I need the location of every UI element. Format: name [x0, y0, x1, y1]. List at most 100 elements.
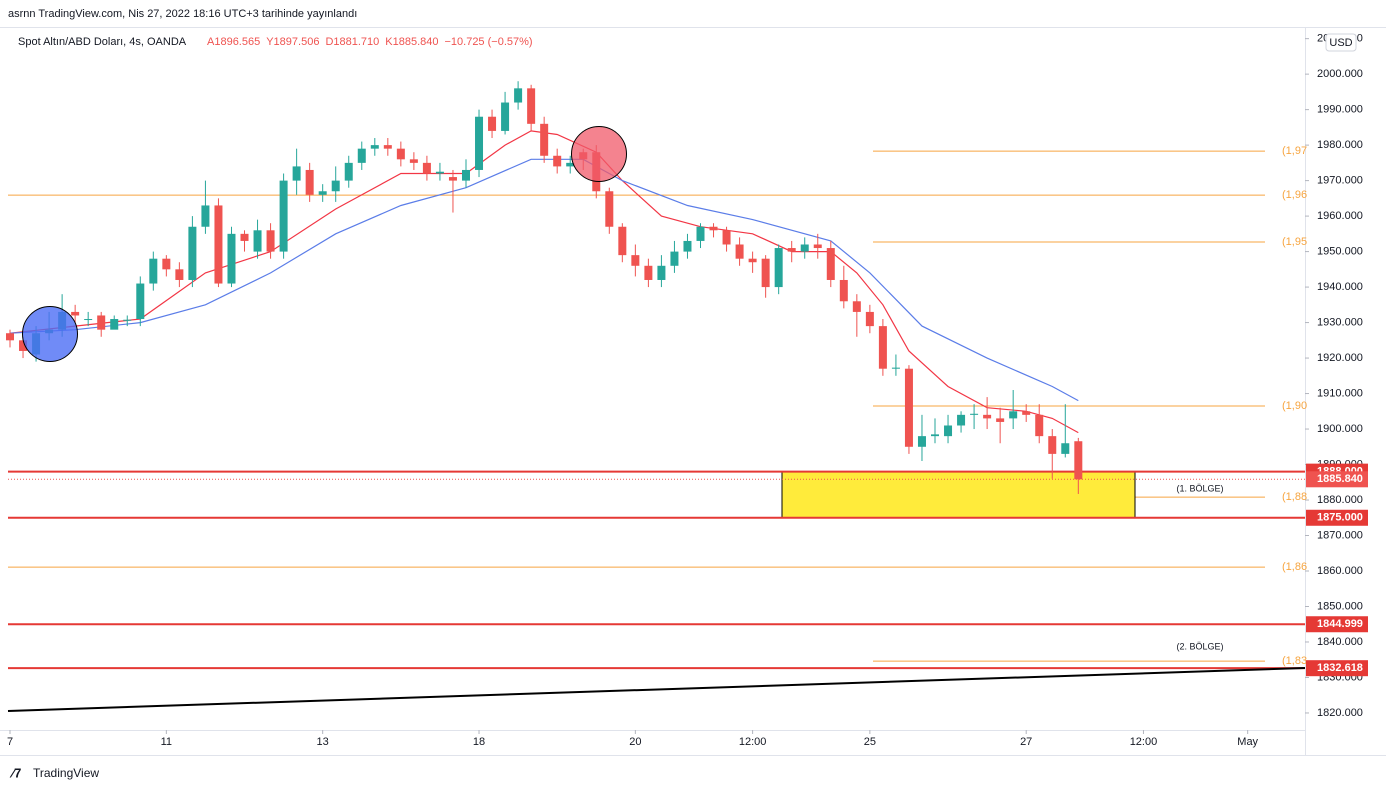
x-tick-label: May: [1237, 736, 1258, 748]
candle-body: [396, 148, 405, 160]
candle-body: [957, 414, 966, 426]
zone-label: (2. BÖLGE): [1176, 641, 1223, 651]
candle-body: [266, 230, 275, 252]
y-tick-label: 1990.000: [1317, 104, 1363, 116]
x-tick-label: 18: [473, 736, 485, 748]
candle-body: [227, 233, 236, 284]
y-tick-label: 1960.000: [1317, 210, 1363, 222]
candle-body: [944, 425, 953, 437]
candle-body: [800, 244, 809, 252]
currency-badge[interactable]: [1325, 33, 1357, 52]
candle-body: [566, 162, 575, 167]
candle-body: [540, 123, 549, 156]
candle-body: [813, 244, 822, 249]
fib-label: (1,86: [1282, 561, 1307, 573]
x-tick-label: 27: [1020, 736, 1032, 748]
trend-line: [7, 667, 1306, 712]
candle-body: [514, 88, 523, 103]
symbol-title: Spot Altın/ABD Doları, 4s, OANDA: [18, 36, 187, 48]
candle-body: [657, 265, 666, 280]
legend-value: Y1897.506: [266, 36, 319, 48]
fib-label: (1,88: [1282, 491, 1307, 503]
candle-body: [110, 319, 119, 330]
y-tick-label: 1950.000: [1317, 245, 1363, 257]
candle-body: [618, 226, 627, 256]
legend: Spot Altın/ABD Doları, 4s, OANDA A1896.5…: [18, 36, 533, 48]
candle-body: [162, 258, 171, 270]
candle-body: [253, 230, 262, 252]
level-badge: [1306, 660, 1368, 677]
level-label: 1844.999: [1317, 618, 1363, 630]
candle-body: [6, 333, 15, 341]
last-price-badge: [1306, 471, 1368, 488]
candle-body: [852, 301, 861, 312]
y-tick-label: 1860.000: [1317, 565, 1363, 577]
level-label: 1832.618: [1317, 662, 1363, 674]
level-badge: [1306, 616, 1368, 633]
y-tick-label: 1850.000: [1317, 600, 1363, 612]
currency-label[interactable]: USD: [1329, 37, 1352, 49]
candle-body: [787, 248, 796, 252]
candle-body: [970, 413, 979, 415]
candle-body: [735, 244, 744, 259]
overlay: [7, 126, 1306, 712]
candle-body: [644, 265, 653, 280]
candle-body: [917, 436, 926, 447]
y-tick-label: 1880.000: [1317, 494, 1363, 506]
candle-body: [683, 240, 692, 252]
candle-body: [488, 116, 497, 131]
candle-body: [553, 155, 562, 167]
candle-body: [501, 102, 510, 131]
brand-name: TradingView: [33, 766, 99, 780]
y-tick-label: 1820.000: [1317, 707, 1363, 719]
candle-body: [435, 171, 444, 174]
candle-body: [761, 258, 770, 288]
y-tick-label: 1900.000: [1317, 423, 1363, 435]
x-tick-label: 7: [7, 736, 13, 748]
candle-body: [1022, 411, 1031, 415]
y-tick-label: 1930.000: [1317, 316, 1363, 328]
zone-label: (1. BÖLGE): [1176, 483, 1223, 493]
price-axis: 1820.0001830.0001840.0001850.0001860.000…: [7, 33, 1368, 748]
x-tick-label: 12:00: [739, 736, 767, 748]
candle-body: [240, 233, 249, 241]
candle-body: [1048, 436, 1057, 454]
candle-body: [279, 180, 288, 252]
candle-body: [331, 180, 340, 192]
candle-body: [149, 258, 158, 284]
candle-body: [448, 177, 457, 181]
candle-body: [422, 162, 431, 174]
candle-body: [475, 116, 484, 170]
published-note: asrnn TradingView.com, Nis 27, 2022 18:1…: [8, 8, 357, 20]
candle-body: [71, 311, 80, 316]
zone: [781, 471, 1136, 519]
candle-body: [292, 166, 301, 181]
x-tick-label: 11: [161, 736, 172, 748]
x-tick-label: 25: [864, 736, 876, 748]
legend-value: K1885.840: [385, 36, 438, 48]
candle-body: [383, 145, 392, 149]
y-tick-label: 1840.000: [1317, 636, 1363, 648]
candle-body: [865, 311, 874, 327]
x-tick-label: 12:00: [1130, 736, 1158, 748]
candle-body: [84, 319, 93, 321]
candle-body: [318, 191, 327, 195]
candle-body: [996, 418, 1005, 422]
candle-body: [123, 319, 132, 321]
candle-body: [904, 368, 913, 447]
candle-body: [175, 269, 184, 280]
candle-body: [1061, 443, 1070, 454]
drawings: (1,97 (1,96 (1,95 (1,90 (1,88 (1,86 (1,83 (1. B…: [8, 145, 1307, 670]
y-tick-label: 1940.000: [1317, 281, 1363, 293]
candle-body: [1009, 411, 1018, 419]
candle-body: [409, 159, 418, 163]
y-tick-label: 1980.000: [1317, 139, 1363, 151]
marker-circle: [571, 126, 627, 182]
candle-body: [370, 145, 379, 149]
candle-body: [188, 226, 197, 280]
level-badge: [1306, 509, 1368, 526]
candle-body: [748, 258, 757, 263]
candle-body: [357, 148, 366, 163]
